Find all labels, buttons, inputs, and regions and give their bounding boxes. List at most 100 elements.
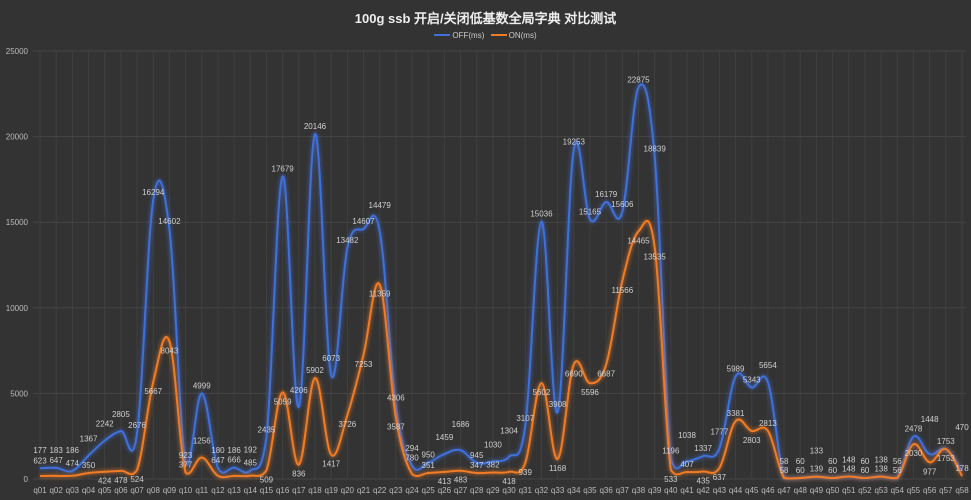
x-tick-label: q04 [82, 486, 96, 495]
data-label-off: 15165 [579, 207, 602, 216]
x-tick-label: q52 [858, 486, 872, 495]
data-label-on: 294 [405, 444, 419, 453]
x-tick-label: q10 [179, 486, 193, 495]
x-tick-label: q34 [567, 486, 581, 495]
data-label-on: 14465 [627, 236, 650, 245]
x-tick-label: q25 [422, 486, 436, 495]
data-label-on: 407 [680, 460, 694, 469]
data-label-on: 350 [82, 461, 96, 470]
data-label-on: 6687 [597, 370, 615, 379]
legend-label-on: ON(ms) [508, 30, 537, 40]
chart-title: 100g ssb 开启/关闭低基数全局字典 对比测试 [354, 11, 617, 26]
x-tick-label: q30 [502, 486, 516, 495]
data-label-on: 13535 [644, 252, 667, 261]
data-label-off: 647 [211, 456, 225, 465]
x-tick-label: q41 [680, 486, 694, 495]
data-label-on: 186 [66, 446, 80, 455]
legend-item-on[interactable]: ON(ms) [490, 30, 537, 40]
x-tick-label: q50 [826, 486, 840, 495]
data-label-on: 11359 [369, 290, 391, 299]
data-label-off: 60 [796, 466, 805, 475]
x-tick-label: q24 [405, 486, 419, 495]
x-tick-label: q21 [357, 486, 371, 495]
data-label-off: 2805 [112, 410, 130, 419]
data-label-on: 5059 [274, 397, 292, 406]
x-tick-label: q01 [33, 486, 47, 495]
data-label-off: 14602 [158, 217, 181, 226]
x-tick-label: q47 [777, 486, 791, 495]
x-tick-label: q02 [49, 486, 63, 495]
data-label-off: 14479 [369, 201, 392, 210]
x-tick-label: q49 [810, 486, 824, 495]
x-tick-label: q39 [648, 486, 662, 495]
data-label-off: 3107 [516, 414, 534, 423]
data-label-off: 60 [828, 466, 837, 475]
data-label-off: 15606 [611, 200, 634, 209]
x-tick-label: q26 [438, 486, 452, 495]
data-label-off: 2242 [96, 420, 114, 429]
data-label-off: 3908 [549, 400, 567, 409]
data-label-off: 1038 [678, 431, 696, 440]
x-tick-label: q08 [147, 486, 161, 495]
data-label-off: 485 [244, 459, 258, 468]
data-label-on: 178 [955, 464, 969, 473]
data-label-off: 474 [66, 459, 80, 468]
data-label-on: 177 [33, 446, 47, 455]
legend-item-off[interactable]: OFF(ms) [434, 31, 484, 40]
data-label-on: 5902 [306, 366, 324, 375]
x-tick-label: q57 [939, 486, 953, 495]
x-tick-label: q06 [114, 486, 128, 495]
data-label-on: 3381 [727, 409, 745, 418]
data-label-off: 56 [893, 466, 902, 475]
x-tick-label: q32 [535, 486, 549, 495]
data-label-on: 3587 [387, 423, 405, 432]
data-label-off: 60 [860, 466, 869, 475]
data-label-on: 377 [179, 461, 193, 470]
x-tick-label: q15 [260, 486, 274, 495]
data-label-off: 945 [470, 451, 484, 460]
x-tick-label: q42 [697, 486, 711, 495]
y-tick-label: 25000 [6, 47, 29, 56]
data-label-on: 977 [923, 467, 937, 476]
data-label-on: 60 [860, 457, 869, 466]
data-label-off: 16294 [142, 188, 165, 197]
data-label-off: 13482 [336, 236, 359, 245]
data-label-off: 17679 [272, 164, 295, 173]
data-label-on: 382 [486, 460, 500, 469]
y-tick-label: 0 [24, 475, 29, 484]
data-label-off: 623 [33, 456, 47, 465]
x-tick-label: q53 [874, 486, 888, 495]
x-tick-label: q07 [130, 486, 144, 495]
data-label-on: 2030 [905, 449, 923, 458]
x-tick-label: q29 [486, 486, 500, 495]
x-tick-label: q45 [745, 486, 759, 495]
x-tick-label: q03 [66, 486, 80, 495]
data-label-off: 2435 [258, 425, 276, 434]
data-label-on: 478 [114, 476, 128, 485]
data-label-off: 470 [955, 423, 969, 432]
x-tick-label: q54 [891, 486, 905, 495]
data-label-on: 2803 [743, 436, 761, 445]
data-label-on: 7253 [355, 360, 373, 369]
data-label-on: 1256 [193, 436, 211, 445]
x-tick-label: q17 [292, 486, 306, 495]
data-label-on: 60 [796, 457, 805, 466]
data-label-off: 950 [422, 451, 436, 460]
data-label-off: 923 [179, 451, 193, 460]
y-tick-label: 5000 [10, 389, 28, 398]
data-label-on: 524 [130, 475, 144, 484]
x-tick-label: q19 [324, 486, 338, 495]
data-label-on: 939 [519, 468, 533, 477]
data-label-off: 4306 [387, 393, 405, 402]
x-tick-label: q14 [244, 486, 258, 495]
data-label-on: 133 [810, 447, 824, 456]
data-label-on: 1168 [549, 464, 567, 473]
data-label-off: 647 [49, 456, 63, 465]
series-line-on [39, 219, 963, 480]
data-label-off: 4206 [290, 386, 308, 395]
data-label-off: 1459 [435, 433, 453, 442]
data-label-off: 1367 [80, 435, 98, 444]
data-label-off: 1686 [452, 420, 470, 429]
legend-swatch-on [490, 34, 507, 36]
data-label-off: 1030 [484, 440, 502, 449]
